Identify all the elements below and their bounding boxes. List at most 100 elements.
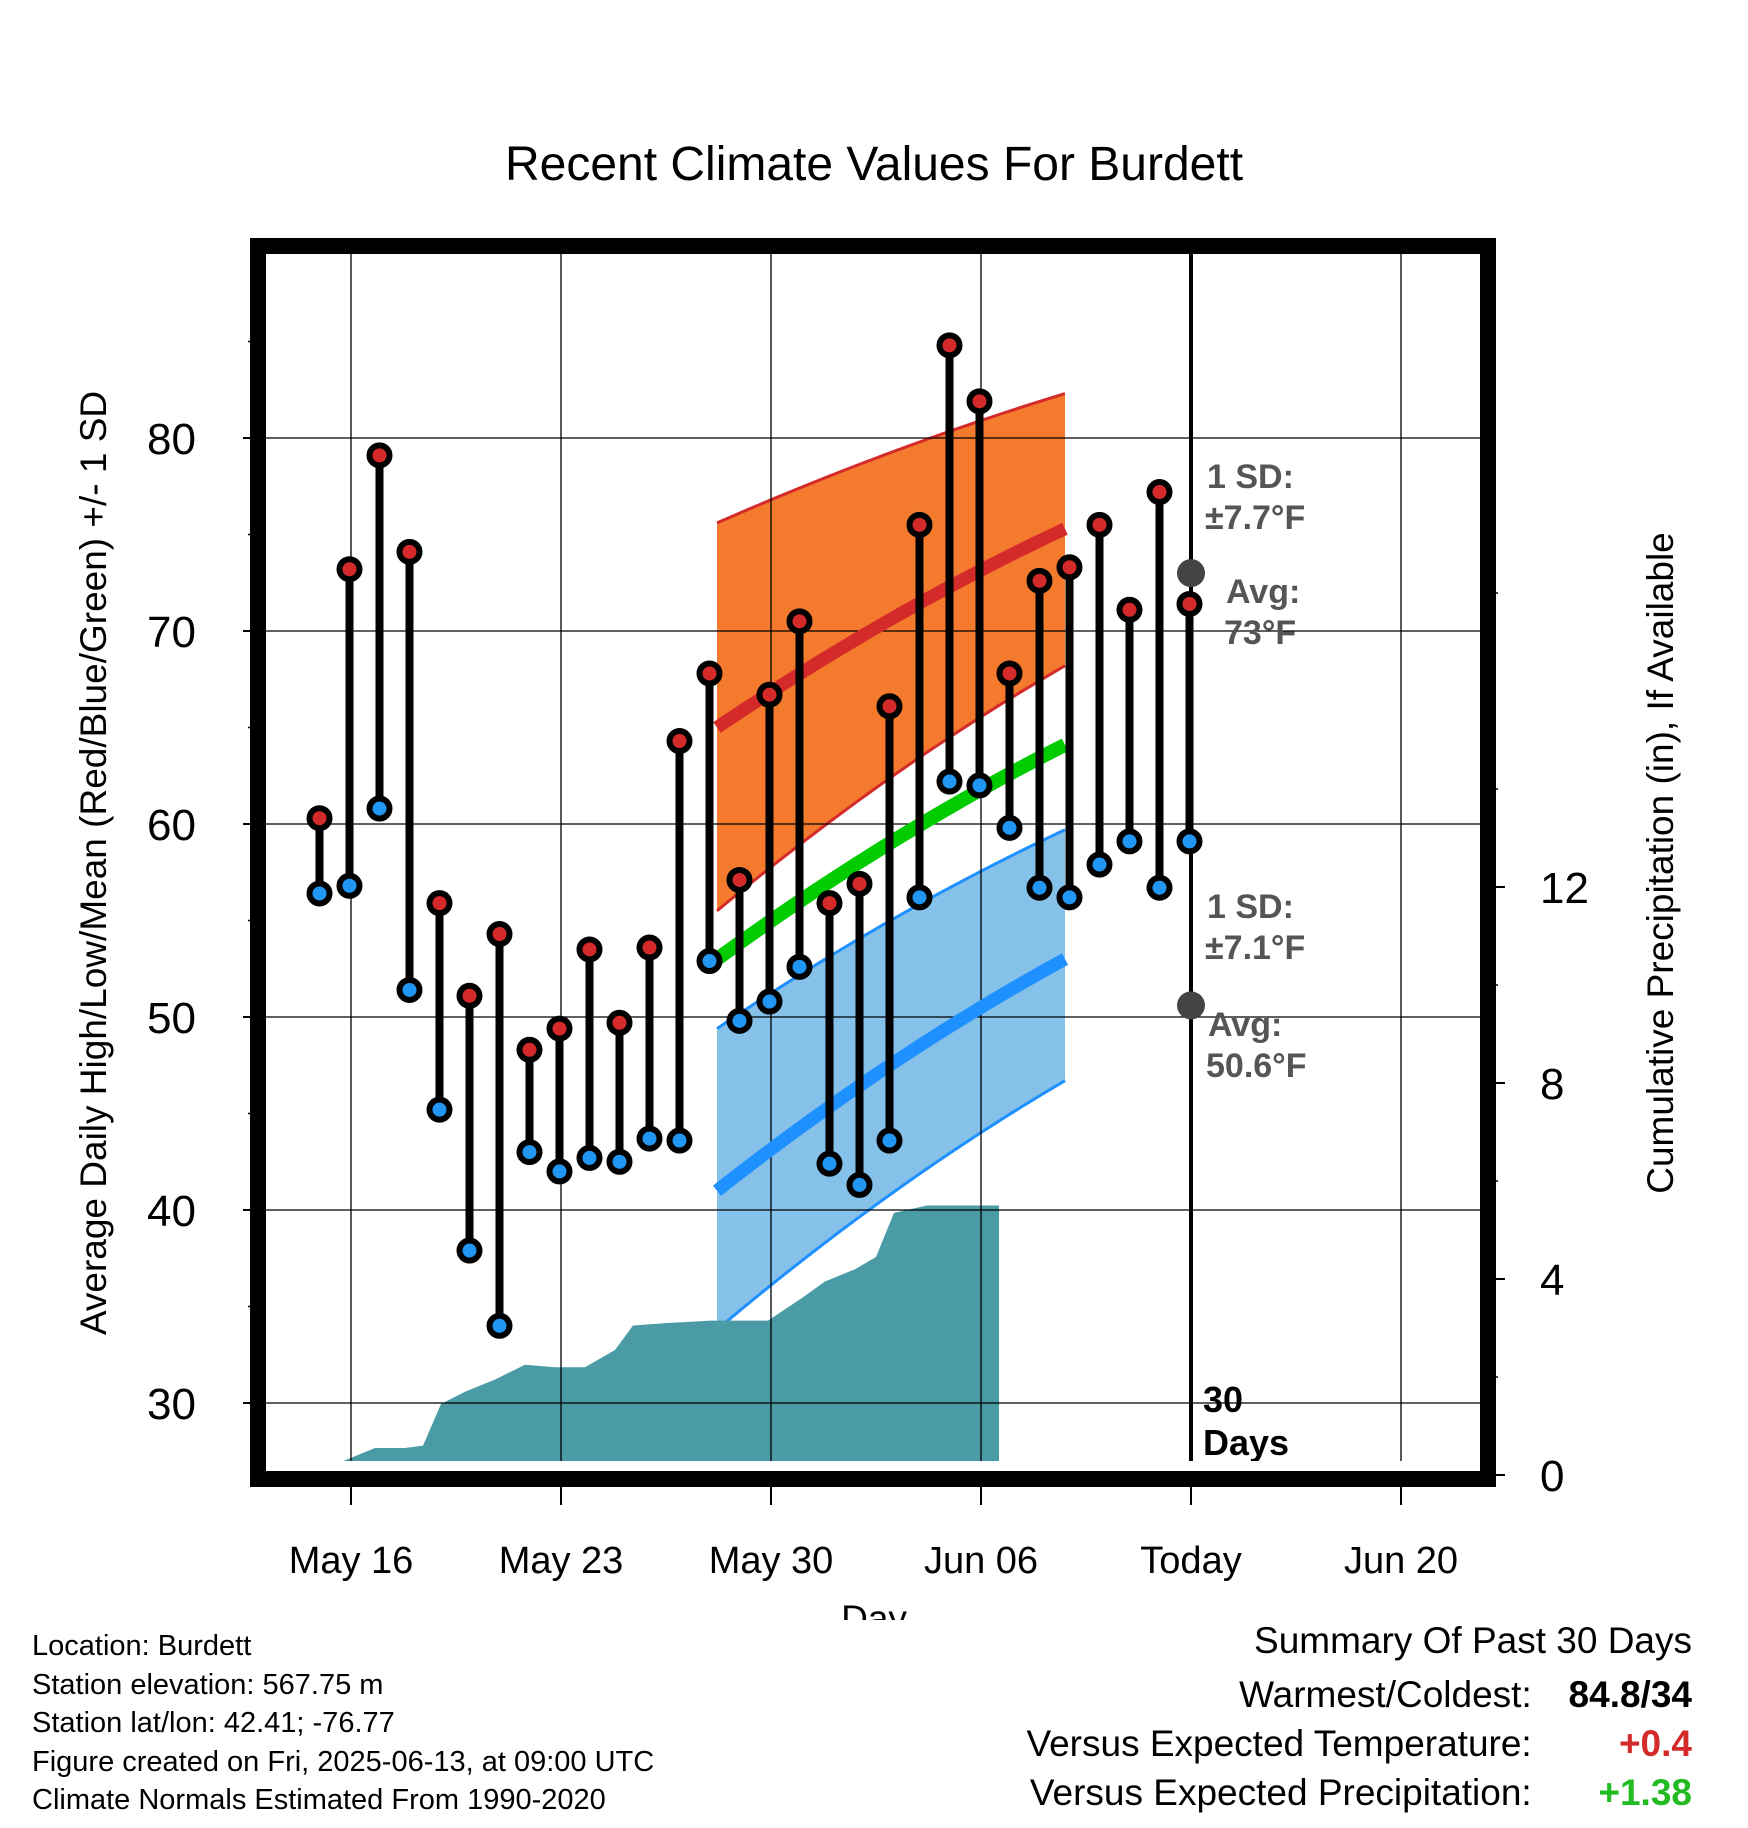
window-label-days: Days: [1203, 1422, 1289, 1463]
high-point: [906, 511, 933, 538]
low-point: [726, 1007, 753, 1034]
high-point: [966, 388, 993, 415]
high-point: [666, 728, 693, 755]
high-point: [1026, 567, 1053, 594]
high-point: [1146, 479, 1173, 506]
low-point: [306, 880, 333, 907]
x-tick-label: May 30: [709, 1540, 834, 1582]
high-point: [1116, 596, 1143, 623]
low-sd-label: 1 SD:: [1207, 888, 1294, 926]
high-point: [576, 936, 603, 963]
low-point: [756, 988, 783, 1015]
high-point: [306, 805, 333, 832]
high-point: [726, 866, 753, 893]
low-point: [1086, 851, 1113, 878]
low-sd-value: ±7.1°F: [1205, 929, 1305, 967]
low-point: [666, 1127, 693, 1154]
y2-tick-label: 0: [1540, 1452, 1564, 1501]
summary-panel: Summary Of Past 30 Days Warmest/Coldest:…: [792, 1620, 1692, 1817]
y2-tick-label: 8: [1540, 1060, 1564, 1109]
high-point: [366, 442, 393, 469]
high-point: [1176, 590, 1203, 617]
x-tick-label: Jun 20: [1344, 1540, 1458, 1582]
high-point: [1086, 511, 1113, 538]
plot-frame: [250, 238, 1496, 1487]
low-point: [816, 1150, 843, 1177]
low-point: [786, 953, 813, 980]
high-point: [336, 556, 363, 583]
y-tick-label: 80: [147, 415, 196, 464]
high-point: [516, 1036, 543, 1063]
precip-area: [266, 1205, 999, 1461]
y-tick-label: 70: [147, 608, 196, 657]
low-point: [1176, 828, 1203, 855]
high-point: [636, 934, 663, 961]
summary-temp-row: Versus Expected Temperature: +0.4: [792, 1719, 1692, 1768]
low-point: [1116, 828, 1143, 855]
low-point: [426, 1096, 453, 1123]
low-point: [366, 795, 393, 822]
high-sd-upper-line: [716, 392, 1066, 525]
low-point: [636, 1125, 663, 1152]
high-point: [936, 332, 963, 359]
low-point: [966, 772, 993, 799]
y-axis-label: Average Daily High/Low/Mean (Red/Blue/Gr…: [73, 391, 114, 1335]
low-point: [486, 1312, 513, 1339]
x-tick-label: Jun 06: [924, 1540, 1038, 1582]
warmest-label: Warmest/Coldest:: [1239, 1674, 1532, 1715]
x-tick-label: Today: [1140, 1540, 1241, 1582]
high-sd-value: ±7.7°F: [1205, 499, 1305, 537]
chart-title: Recent Climate Values For Burdett: [505, 138, 1243, 191]
location-text: Location: Burdett: [32, 1630, 252, 1662]
low-point: [546, 1158, 573, 1185]
low-point: [336, 872, 363, 899]
low-point: [1026, 874, 1053, 901]
latlon-text: Station lat/lon: 42.41; -76.77: [32, 1707, 395, 1739]
low-point: [516, 1139, 543, 1166]
precip-value: +1.38: [1598, 1772, 1692, 1813]
low-point: [936, 768, 963, 795]
y2-tick-label: 12: [1540, 864, 1589, 913]
low-sd-lower-line: [716, 1079, 1066, 1331]
high-sd-label: 1 SD:: [1207, 458, 1294, 496]
high-point: [816, 890, 843, 917]
low-point: [846, 1171, 873, 1198]
low-avg-label: Avg:: [1208, 1006, 1282, 1044]
window-label-number: 30: [1203, 1379, 1243, 1420]
low-point: [576, 1144, 603, 1171]
y-tick-label: 30: [147, 1380, 196, 1429]
high-point: [876, 693, 903, 720]
high-point: [696, 660, 723, 687]
elevation-text: Station elevation: 567.75 m: [32, 1668, 384, 1701]
high-point: [1056, 554, 1083, 581]
high-point: [756, 681, 783, 708]
high-point: [996, 660, 1023, 687]
high-avg-value: 73°F: [1224, 614, 1296, 652]
temp-value: +0.4: [1618, 1723, 1692, 1764]
low-point: [396, 976, 423, 1003]
y-tick-label: 50: [147, 994, 196, 1043]
low-point: [606, 1148, 633, 1175]
x-tick-label: May 23: [499, 1540, 624, 1582]
low-point: [1146, 874, 1173, 901]
x-tick-label: May 16: [289, 1540, 414, 1582]
high-point: [606, 1009, 633, 1036]
temp-label: Versus Expected Temperature:: [1026, 1723, 1532, 1764]
low-avg-value: 50.6°F: [1206, 1047, 1307, 1085]
created-text: Figure created on Fri, 2025-06-13, at 09…: [32, 1745, 655, 1778]
high-point: [486, 921, 513, 948]
high-point: [546, 1015, 573, 1042]
summary-title: Summary Of Past 30 Days: [1254, 1620, 1692, 1661]
low-point: [696, 948, 723, 975]
summary-warmest-row: Warmest/Coldest: 84.8/34: [792, 1670, 1692, 1719]
climate-chart: Recent Climate Values For Burdett 1 SD:±…: [73, 138, 1681, 1620]
y2-axis-label: Cumulative Precipitation (in), If Availa…: [1640, 532, 1681, 1194]
high-point: [846, 870, 873, 897]
y-tick-label: 40: [147, 1187, 196, 1236]
low-point: [1056, 884, 1083, 911]
high-point: [396, 538, 423, 565]
warmest-value: 84.8/34: [1568, 1674, 1692, 1715]
low-point: [456, 1237, 483, 1264]
low-avg-marker: [1177, 991, 1205, 1020]
